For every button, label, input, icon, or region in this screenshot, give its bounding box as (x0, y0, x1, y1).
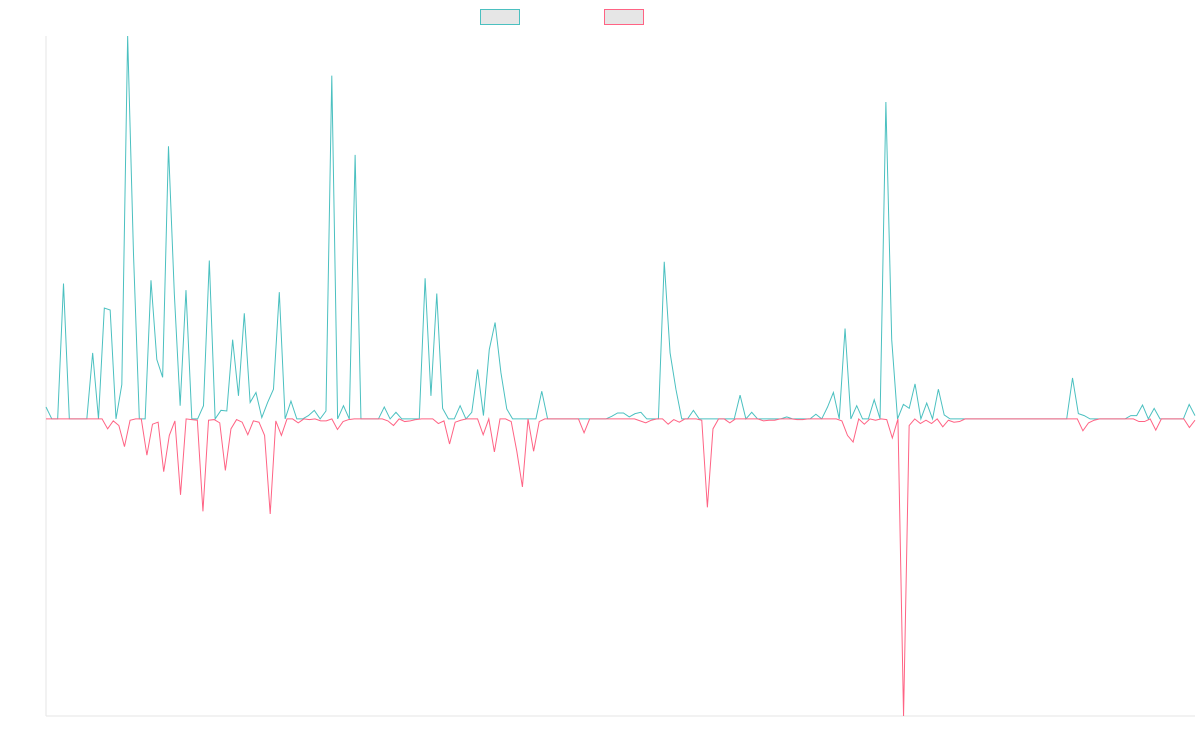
series-line-1 (45, 35, 1196, 421)
series-line-2 (46, 416, 1196, 717)
legend-swatch-series-2[interactable] (604, 9, 644, 25)
legend-swatch-series-1[interactable] (480, 9, 520, 25)
